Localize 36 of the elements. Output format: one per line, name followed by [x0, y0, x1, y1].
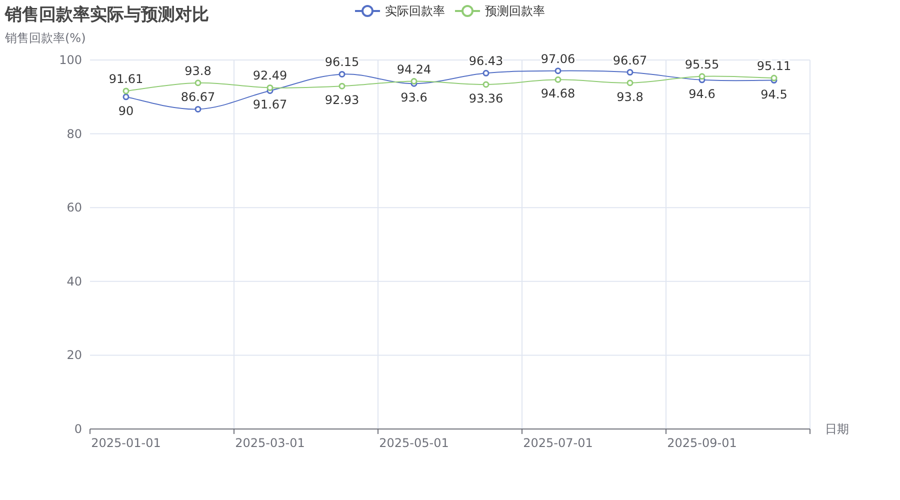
data-label: 96.43 — [468, 54, 504, 68]
data-label: 96.67 — [612, 53, 648, 68]
data-label: 94.5 — [760, 87, 788, 102]
data-label: 93.36 — [468, 92, 504, 106]
data-label: 94.6 — [688, 86, 716, 101]
data-label: 92.93 — [324, 93, 360, 108]
data-label: 93.6 — [400, 90, 428, 105]
y-tick-label: 60 — [66, 200, 82, 215]
data-label: 94.24 — [396, 62, 432, 76]
data-label: 94.68 — [540, 86, 576, 101]
x-tick-label: 2025-05-01 — [379, 436, 449, 450]
y-tick-label: 80 — [66, 126, 82, 141]
x-tick-label: 2025-01-01 — [91, 436, 161, 450]
data-label: 93.8 — [616, 90, 644, 104]
data-label: 96.15 — [324, 55, 360, 70]
data-label: 92.49 — [252, 68, 288, 83]
legend-label: 预测回款率 — [485, 4, 545, 18]
x-tick-label: 2025-07-01 — [523, 436, 593, 450]
y-tick-label: 100 — [59, 53, 82, 67]
data-label: 91.61 — [108, 72, 144, 86]
chart-title: 销售回款率实际与预测对比 — [4, 5, 209, 25]
x-tick-label: 2025-09-01 — [667, 436, 737, 450]
x-tick-label: 2025-03-01 — [235, 436, 305, 450]
y-tick-label: 20 — [66, 348, 82, 362]
y-tick-label: 40 — [66, 274, 82, 288]
legend-label: 实际回款率 — [385, 4, 445, 18]
data-label: 95.55 — [684, 57, 720, 72]
y-axis-title: 销售回款率(%) — [4, 31, 86, 45]
y-tick-label: 0 — [74, 422, 82, 436]
x-axis-title: 日期 — [825, 422, 849, 436]
data-label: 90 — [118, 104, 134, 118]
data-label: 97.06 — [540, 52, 576, 66]
data-label: 93.8 — [184, 64, 212, 78]
data-label: 86.67 — [180, 90, 216, 104]
data-label: 91.67 — [252, 98, 288, 112]
data-label: 95.11 — [756, 59, 792, 74]
